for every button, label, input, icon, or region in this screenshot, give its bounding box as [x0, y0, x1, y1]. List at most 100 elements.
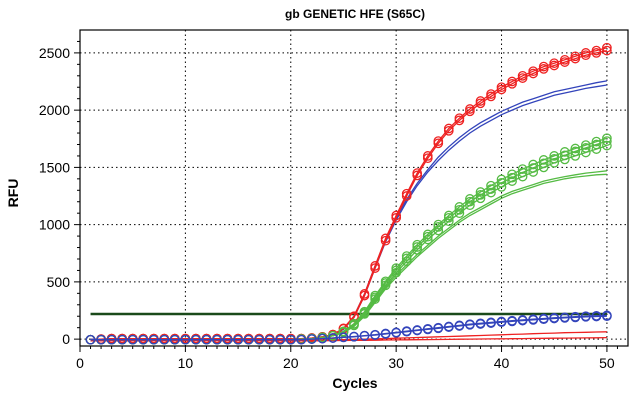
data-point	[517, 315, 528, 325]
data-point	[138, 334, 149, 345]
series-12	[90, 336, 607, 342]
data-point	[222, 334, 233, 345]
data-point	[380, 328, 391, 339]
data-point	[486, 317, 496, 328]
series-line	[90, 336, 607, 342]
data-point	[465, 194, 475, 204]
data-point	[465, 319, 475, 330]
data-point	[486, 184, 496, 194]
y-tick-label: 500	[47, 274, 71, 290]
data-point	[443, 210, 454, 221]
series-1	[85, 42, 612, 345]
data-point	[243, 334, 254, 345]
data-point	[454, 113, 465, 124]
data-point	[412, 239, 423, 250]
data-point	[591, 136, 602, 147]
series-line	[90, 47, 608, 341]
data-point	[212, 334, 222, 345]
data-point	[338, 326, 349, 337]
x-tick-label: 40	[494, 355, 510, 371]
y-axis-ticks: 0 500 1000 1500 2000 2500	[39, 40, 80, 347]
data-point	[570, 51, 581, 62]
data-point	[359, 289, 370, 299]
data-point	[443, 123, 454, 134]
data-point	[528, 159, 539, 170]
y-axis-label: RFU	[5, 179, 21, 208]
data-point	[454, 320, 465, 331]
data-point	[602, 42, 612, 53]
data-point	[570, 311, 581, 322]
chart-title: gb GENETIC HFE (S65C)	[285, 7, 425, 21]
data-point	[159, 334, 170, 345]
data-point	[559, 150, 570, 161]
data-point	[359, 306, 370, 317]
data-point	[528, 66, 539, 77]
data-point	[570, 146, 581, 157]
data-point	[580, 140, 591, 150]
data-point	[507, 169, 517, 180]
data-point	[475, 318, 486, 329]
data-point	[559, 312, 570, 323]
series-line	[90, 80, 608, 340]
data-point	[401, 326, 412, 336]
x-tick-label: 30	[388, 355, 404, 371]
data-point	[549, 312, 560, 323]
data-point	[528, 314, 539, 325]
data-point	[106, 334, 117, 345]
data-point	[264, 334, 275, 345]
data-point	[580, 143, 591, 153]
data-point	[496, 316, 507, 327]
data-point	[507, 315, 517, 326]
data-point	[254, 334, 265, 345]
x-tick-label: 10	[178, 355, 194, 371]
data-point	[180, 334, 191, 345]
data-point	[591, 45, 602, 56]
series-line	[90, 49, 608, 341]
data-point	[370, 290, 380, 301]
data-point	[570, 143, 581, 154]
data-point	[507, 172, 517, 183]
data-point	[391, 263, 402, 273]
data-point	[338, 332, 349, 343]
series-3	[90, 80, 608, 340]
y-tick-label: 1000	[39, 217, 70, 233]
data-point	[454, 202, 465, 212]
series-6	[85, 133, 612, 345]
data-point	[580, 311, 591, 322]
data-point	[422, 151, 433, 161]
x-tick-label: 20	[283, 355, 299, 371]
data-point	[328, 333, 338, 343]
data-point	[591, 139, 602, 150]
y-tick-label: 2000	[39, 102, 70, 118]
y-tick-label: 0	[62, 331, 70, 347]
data-point	[433, 136, 444, 146]
y-tick-label: 2500	[39, 45, 70, 61]
data-point	[559, 54, 570, 65]
data-point	[370, 261, 380, 271]
data-point	[549, 58, 560, 69]
data-point	[496, 177, 507, 188]
data-point	[401, 251, 412, 261]
data-point	[233, 334, 243, 345]
data-point	[549, 151, 560, 161]
data-point	[117, 334, 128, 345]
data-point	[538, 313, 549, 324]
data-point	[486, 180, 496, 191]
data-point	[517, 164, 528, 174]
x-tick-label: 0	[76, 355, 84, 371]
data-point	[538, 155, 549, 165]
grid	[80, 30, 628, 346]
series-0	[85, 45, 612, 345]
data-point	[148, 334, 159, 345]
data-point	[127, 334, 138, 345]
data-point	[169, 334, 180, 345]
data-point	[602, 136, 612, 146]
data-point	[559, 147, 570, 157]
data-point	[580, 48, 591, 58]
data-point	[191, 334, 201, 345]
data-point	[401, 188, 412, 199]
data-point	[296, 334, 307, 345]
data-point	[370, 329, 380, 340]
data-point	[412, 325, 423, 335]
